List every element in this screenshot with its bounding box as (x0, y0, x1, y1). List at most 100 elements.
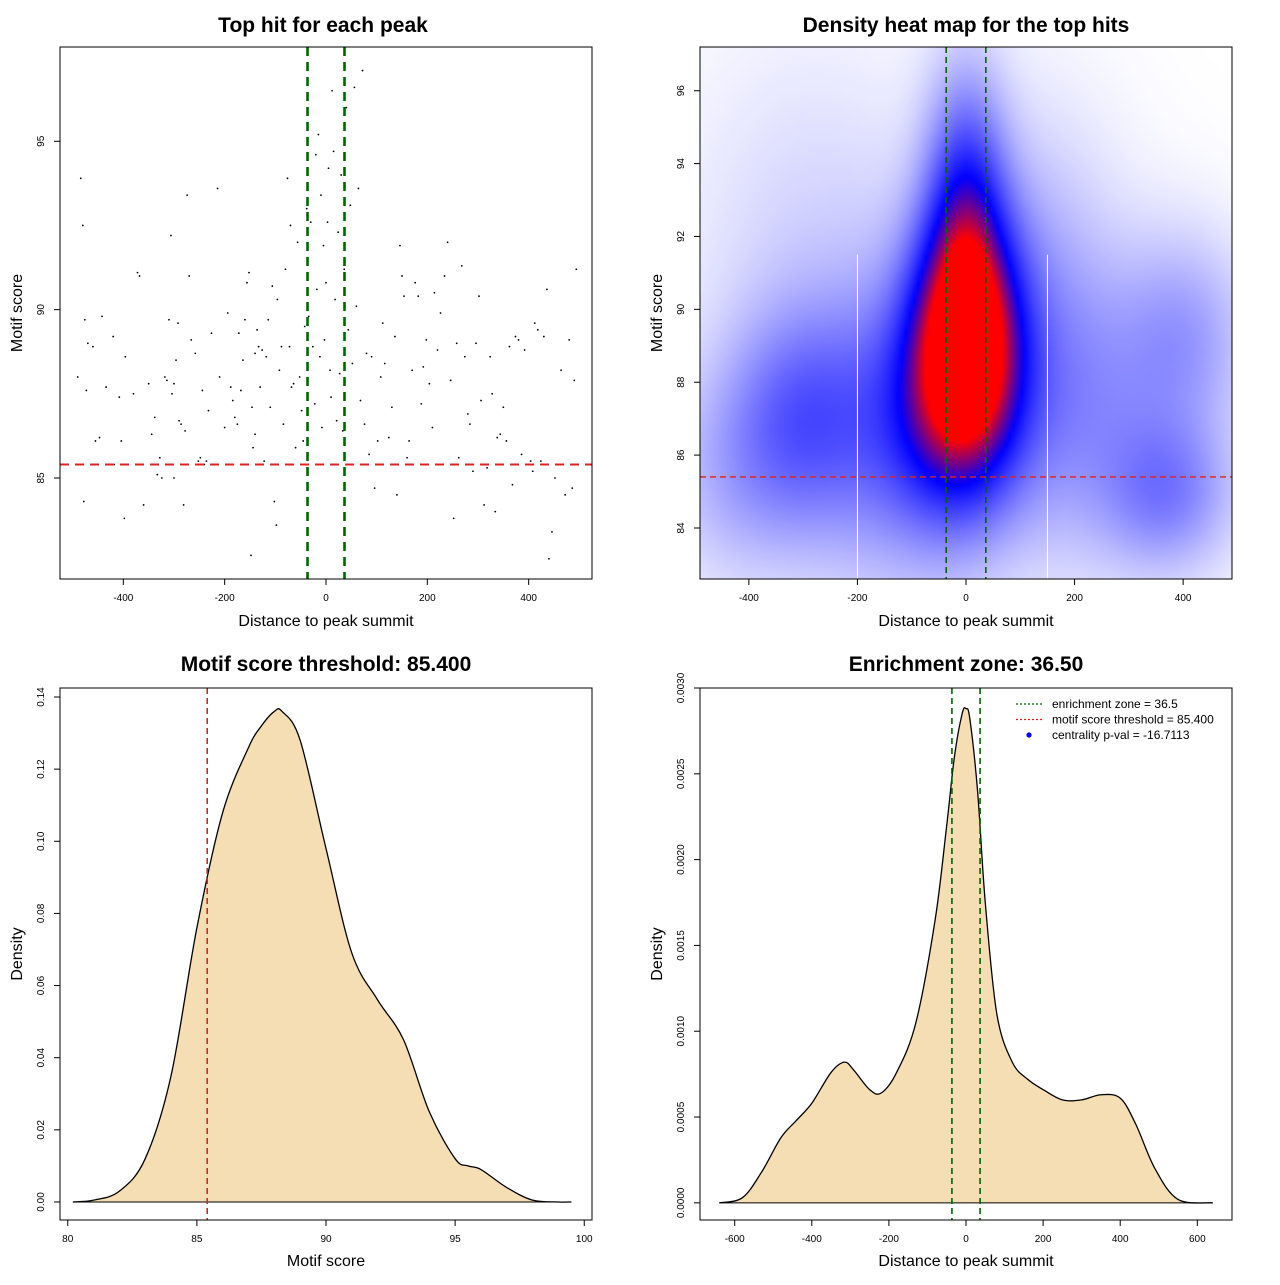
scatter-point (320, 194, 322, 197)
scatter-point (330, 396, 332, 399)
y-tick-label: 96 (676, 85, 687, 97)
scatter-point (325, 281, 327, 284)
scatter-point (150, 433, 153, 436)
scatter-point (499, 433, 502, 436)
x-axis-label: Distance to peak summit (878, 613, 1054, 630)
scatter-point (406, 456, 408, 459)
scatter-point (321, 426, 323, 429)
scatter-point (313, 403, 316, 405)
scatter-point (94, 440, 97, 442)
scatter-point (199, 456, 202, 459)
scatter-point (571, 487, 574, 489)
scatter-point (98, 436, 101, 439)
x-tick-label: 0 (323, 593, 329, 604)
y-tick-label: 0.04 (36, 1048, 47, 1068)
scatter-point (443, 275, 446, 277)
scatter-point (271, 285, 274, 287)
density-curve (719, 707, 1213, 1204)
scatter-point (263, 460, 266, 463)
legend-entry: centrality p-val = -16.7113 (1052, 728, 1190, 742)
scatter-point (529, 460, 532, 463)
scatter-point (265, 355, 268, 358)
scatter-point (252, 446, 254, 449)
scatter-point (207, 409, 210, 412)
legend: enrichment zone = 36.5 motif score thresh… (1016, 697, 1214, 742)
density-fill (72, 708, 572, 1203)
scatter-point (170, 234, 172, 237)
scatter-point (160, 477, 163, 479)
scatter-point (411, 369, 414, 372)
x-axis-label: Distance to peak summit (878, 1253, 1054, 1270)
scatter-point (246, 281, 248, 284)
y-tick-label: 0.12 (36, 759, 47, 779)
scatter-point (300, 409, 303, 412)
scatter-point (305, 207, 308, 210)
scatter-point (502, 406, 505, 409)
scatter-point (334, 298, 337, 301)
scatter-point (86, 342, 89, 345)
scatter-point (184, 429, 187, 432)
scatter-point (156, 473, 159, 476)
axes: -400 -200 0 200 400 84 86 88 90 92 94 96 (676, 85, 1192, 604)
scatter-point (261, 349, 264, 351)
x-tick-label: -200 (879, 1234, 899, 1245)
plot-area (719, 688, 1213, 1220)
scatter-point (357, 187, 360, 190)
panel-score-density: Motif score threshold: 85.400 80 85 90 95 10… (9, 653, 593, 1270)
scatter-point (120, 440, 123, 442)
scatter-point (531, 470, 534, 473)
y-tick-label: 0.10 (36, 831, 47, 851)
scatter-point (248, 271, 250, 274)
x-tick-label: 0 (963, 593, 969, 604)
scatter-point (250, 554, 252, 557)
scatter-point (216, 187, 219, 190)
scatter-point (118, 396, 121, 399)
panel-scatter: Top hit for each peak -400 -200 0 200 400 85 9… (9, 14, 593, 630)
scatter-point (329, 369, 331, 372)
scatter-point (575, 268, 578, 271)
x-tick-label: 600 (1189, 1234, 1206, 1245)
scatter-point (466, 413, 469, 415)
y-tick-label: 95 (36, 135, 47, 147)
y-tick-label: 85 (36, 472, 47, 484)
x-axis-label: Motif score (287, 1253, 365, 1270)
scatter-point (551, 530, 553, 533)
scatter-point (496, 436, 499, 439)
scatter-point (81, 224, 84, 227)
scatter-point (105, 386, 108, 388)
scatter-point (168, 318, 170, 321)
scatter-point (436, 349, 439, 351)
axes: -400 -200 0 200 400 85 90 95 (36, 135, 537, 604)
scatter-point (554, 477, 556, 479)
scatter-point (307, 315, 310, 318)
scatter-point (210, 332, 213, 335)
scatter-point (101, 315, 103, 318)
y-tick-label: 0.08 (36, 903, 47, 923)
scatter-point (153, 416, 156, 419)
y-tick-label: 88 (676, 376, 687, 388)
density-surface (700, 47, 1232, 579)
scatter-point (457, 456, 460, 459)
x-tick-label: -400 (802, 1234, 822, 1245)
legend-entry: enrichment zone = 36.5 (1052, 697, 1178, 711)
plot-area (72, 688, 572, 1220)
scatter-point (351, 362, 354, 365)
scatter-point (343, 268, 346, 271)
scatter-point (171, 392, 173, 395)
scatter-point (539, 460, 542, 463)
y-tick-label: 0.0005 (676, 1101, 687, 1132)
scatter-point (256, 328, 258, 331)
scatter-point (379, 376, 382, 378)
y-tick-label: 94 (676, 158, 687, 170)
density-curve (72, 708, 572, 1203)
scatter-point (142, 504, 145, 506)
scatter-point (205, 460, 208, 463)
scatter-point (251, 406, 253, 409)
scatter-point (468, 423, 471, 426)
scatter-point (323, 339, 326, 341)
scatter-point (390, 406, 393, 409)
scatter-point (83, 318, 86, 321)
scatter-point (428, 382, 431, 385)
scatter-point (383, 362, 386, 365)
